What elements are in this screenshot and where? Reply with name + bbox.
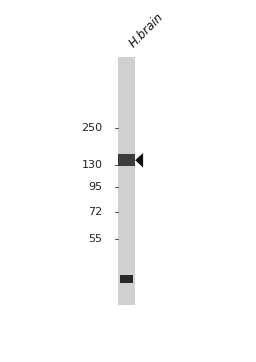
Bar	[118, 58, 135, 306]
Polygon shape	[135, 153, 143, 168]
Bar	[118, 154, 135, 166]
Text: 95: 95	[88, 182, 102, 192]
Text: 250: 250	[81, 123, 102, 134]
Text: 130: 130	[81, 160, 102, 170]
Text: 55: 55	[88, 233, 102, 244]
Bar	[120, 275, 133, 283]
Text: H.brain: H.brain	[126, 11, 166, 50]
Text: 72: 72	[88, 207, 102, 217]
